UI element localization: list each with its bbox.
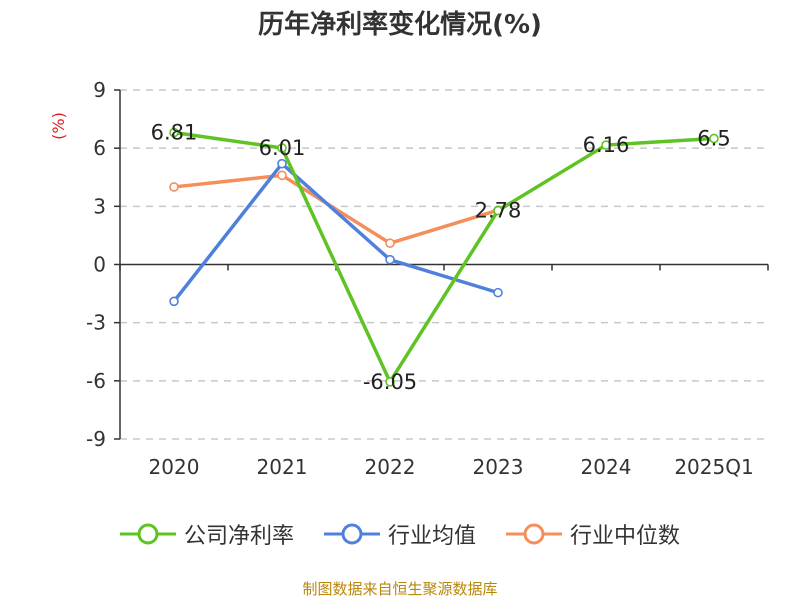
chart-title: 历年净利率变化情况(%)	[258, 10, 542, 40]
data-label: 2.78	[475, 199, 522, 223]
data-point	[277, 143, 287, 153]
legend-item[interactable]: 行业均值	[323, 518, 476, 550]
data-point	[169, 182, 179, 192]
y-axis-label: (%)	[49, 112, 68, 140]
source-note: 制图数据来自恒生聚源数据库	[302, 580, 498, 598]
x-tick-label: 2021	[257, 455, 308, 479]
data-point	[385, 238, 395, 248]
legend-item[interactable]: 公司净利率	[119, 518, 294, 550]
legend-swatch	[323, 523, 380, 545]
y-tick-label: 3	[93, 194, 106, 218]
legend-label: 行业中位数	[570, 524, 681, 549]
data-point	[385, 254, 395, 265]
data-point	[709, 133, 719, 144]
legend-label: 行业均值	[387, 524, 476, 549]
data-point	[601, 140, 611, 150]
y-tick-label: -6	[86, 369, 106, 393]
legend-swatch	[119, 523, 176, 545]
data-point	[277, 170, 287, 181]
series-line	[173, 173, 499, 245]
legend-item[interactable]: 行业中位数	[506, 518, 680, 550]
legend-swatch	[506, 523, 562, 545]
data-point	[169, 296, 179, 307]
data-label: -6.05	[363, 370, 417, 394]
data-label: 6.5	[697, 126, 730, 150]
legend: 公司净利率 行业均值 行业中位数	[0, 518, 800, 550]
data-label: 6.01	[259, 136, 306, 160]
y-tick-label: -3	[86, 311, 106, 335]
legend-label: 公司净利率	[183, 524, 294, 549]
y-tick-label: 9	[93, 78, 106, 102]
data-point	[493, 287, 503, 298]
data-point	[277, 158, 287, 169]
data-label: 6.16	[583, 133, 630, 157]
data-point	[169, 127, 179, 138]
series-line	[173, 130, 715, 384]
data-point	[385, 377, 395, 387]
data-label: 6.81	[151, 120, 198, 144]
x-tick-label: 2025Q1	[674, 455, 753, 479]
y-tick-label: 0	[93, 253, 106, 277]
x-tick-label: 2022	[365, 455, 416, 479]
x-tick-label: 2020	[149, 455, 200, 479]
series-line	[172, 161, 499, 303]
x-tick-label: 2023	[473, 455, 524, 479]
x-tick-label: 2024	[581, 455, 632, 479]
data-point	[493, 205, 503, 216]
y-tick-label: 6	[93, 136, 106, 160]
y-tick-label: -9	[86, 427, 106, 451]
